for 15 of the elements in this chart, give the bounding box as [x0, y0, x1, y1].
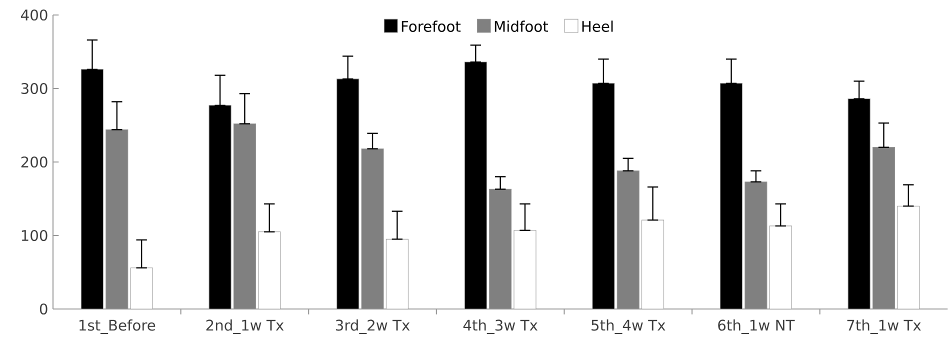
legend-label: Heel — [582, 20, 613, 32]
y-tick-label: 400 — [21, 9, 48, 21]
x-tick-label: 5th_4w Tx — [592, 319, 666, 334]
legend-label: Forefoot — [402, 20, 461, 32]
x-tick-label: 6th_1w NT — [718, 319, 795, 334]
legend-label: Midfoot — [494, 20, 548, 32]
x-tick-label: 7th_1w Tx — [847, 319, 921, 334]
y-tick-label: 100 — [22, 230, 48, 242]
y-tick-label: 0 — [40, 303, 48, 315]
x-tick-label: 3rd_2w Tx — [336, 319, 410, 334]
y-tick-label: 200 — [21, 156, 48, 168]
x-tick-label: 2nd_1w Tx — [206, 319, 284, 334]
x-tick-label: 1st_Before — [80, 319, 156, 334]
x-tick-label: 4th_3w Tx — [463, 319, 538, 334]
y-tick-label: 300 — [21, 82, 48, 94]
